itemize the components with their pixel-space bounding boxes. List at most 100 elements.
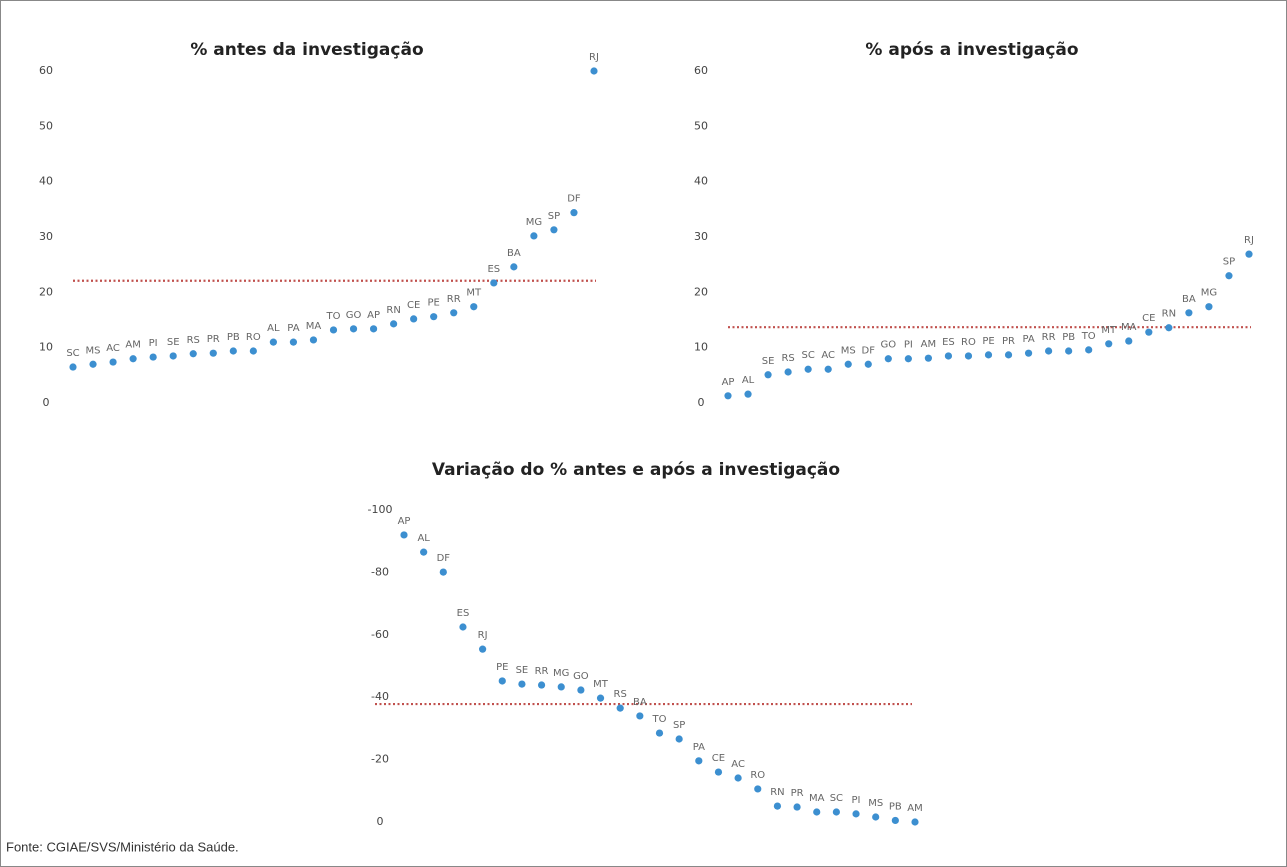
- point: [89, 360, 97, 368]
- point: [450, 309, 458, 317]
- y-tick-label: 60: [694, 64, 708, 77]
- point-label: DF: [862, 345, 876, 356]
- point: [616, 704, 624, 712]
- chart-title: % antes da investigação: [190, 40, 423, 60]
- point-label: AP: [722, 377, 735, 388]
- point-label: TO: [652, 714, 667, 725]
- point: [1145, 328, 1153, 336]
- point: [557, 683, 565, 691]
- point-label: ES: [457, 608, 470, 619]
- point-label: BA: [633, 697, 647, 708]
- point: [1065, 347, 1073, 355]
- point: [169, 352, 177, 360]
- point-label: PE: [496, 662, 508, 673]
- point-label: RS: [781, 353, 794, 364]
- point: [470, 303, 478, 311]
- point-label: RJ: [478, 630, 488, 641]
- point-label: MG: [1201, 288, 1217, 299]
- point: [793, 803, 801, 811]
- point: [884, 355, 892, 363]
- point-label: RR: [447, 294, 461, 305]
- point-label: PE: [428, 298, 440, 309]
- point-label: MA: [306, 321, 322, 332]
- point: [229, 347, 237, 355]
- point: [964, 352, 973, 360]
- y-tick-label: 50: [39, 119, 53, 132]
- point: [911, 818, 919, 826]
- point: [695, 757, 703, 765]
- point-label: MS: [868, 798, 883, 809]
- point: [1125, 337, 1133, 345]
- point: [675, 735, 683, 743]
- point: [596, 694, 605, 702]
- point: [537, 681, 546, 689]
- point: [518, 680, 526, 688]
- point-label: DF: [437, 553, 451, 564]
- point: [984, 351, 993, 359]
- point-label: PR: [207, 334, 220, 345]
- point: [349, 325, 358, 333]
- point: [1004, 351, 1013, 359]
- point: [400, 531, 408, 539]
- point: [904, 355, 912, 363]
- point-label: PB: [1062, 332, 1075, 343]
- point-label: PE: [982, 336, 994, 347]
- point-label: MS: [841, 345, 856, 356]
- point-label: PA: [287, 323, 299, 334]
- y-tick-label: 30: [39, 230, 53, 243]
- point: [550, 226, 558, 234]
- point-label: TO: [1081, 331, 1096, 342]
- point: [459, 623, 467, 631]
- point-label: RN: [1162, 309, 1176, 320]
- point-label: SP: [673, 720, 685, 731]
- point-label: MT: [593, 679, 609, 690]
- point: [490, 279, 498, 287]
- point-label: RJ: [589, 52, 599, 63]
- point: [590, 67, 598, 75]
- point: [844, 360, 852, 368]
- point-label: AC: [821, 350, 835, 361]
- point: [1205, 303, 1213, 311]
- point-label: GO: [346, 310, 362, 321]
- point: [498, 677, 506, 685]
- point-label: AM: [921, 339, 936, 350]
- point-label: ES: [942, 337, 955, 348]
- point-label: AL: [417, 533, 430, 544]
- point-label: GO: [573, 671, 589, 682]
- point: [1185, 309, 1193, 317]
- point-label: SE: [762, 356, 775, 367]
- point-label: RN: [386, 305, 400, 316]
- point: [1105, 340, 1113, 348]
- y-tick-label: 60: [39, 64, 53, 77]
- point: [269, 338, 277, 346]
- point: [852, 810, 860, 818]
- point: [1245, 250, 1253, 258]
- point-label: SC: [801, 350, 814, 361]
- point-label: SC: [66, 348, 79, 359]
- point: [309, 336, 318, 344]
- point: [773, 802, 782, 810]
- point-label: PI: [149, 338, 158, 349]
- point: [744, 390, 752, 398]
- point: [430, 313, 438, 321]
- point: [1225, 272, 1233, 280]
- source-note: Fonte: CGIAE/SVS/Ministério da Saúde.: [6, 839, 239, 854]
- y-tick-label: -60: [371, 628, 389, 641]
- y-tick-label: -40: [371, 690, 389, 703]
- point-label: PI: [852, 795, 861, 806]
- point: [784, 368, 792, 376]
- point: [109, 358, 117, 366]
- point: [864, 360, 872, 368]
- point-label: SP: [1223, 257, 1235, 268]
- point-label: BA: [1182, 294, 1196, 305]
- point: [636, 712, 644, 720]
- point-label: RO: [246, 332, 261, 343]
- point-label: RS: [187, 335, 200, 346]
- y-tick-label: 0: [698, 396, 705, 409]
- point: [329, 326, 338, 334]
- point: [804, 365, 812, 373]
- point-label: TO: [326, 311, 341, 322]
- y-tick-label: 20: [694, 285, 708, 298]
